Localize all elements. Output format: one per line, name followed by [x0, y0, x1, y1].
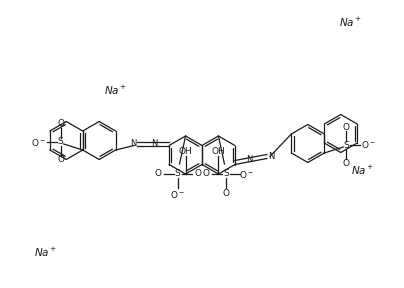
Text: O: O [343, 158, 350, 168]
Text: OH: OH [179, 147, 192, 156]
Text: O$^-$: O$^-$ [361, 139, 376, 151]
Text: Na$^+$: Na$^+$ [34, 245, 57, 259]
Text: N: N [152, 139, 158, 148]
Text: O: O [343, 122, 350, 132]
Text: Na$^+$: Na$^+$ [351, 164, 373, 177]
Text: N: N [246, 155, 252, 164]
Text: S: S [223, 170, 229, 179]
Text: Na$^+$: Na$^+$ [339, 16, 362, 29]
Text: N: N [130, 139, 136, 148]
Text: O: O [57, 156, 64, 164]
Text: O: O [203, 170, 210, 179]
Text: O: O [57, 120, 64, 128]
Text: O$^-$: O$^-$ [31, 137, 46, 147]
Text: O$^-$: O$^-$ [170, 189, 185, 200]
Text: S: S [343, 141, 349, 149]
Text: S: S [58, 137, 63, 147]
Text: O: O [154, 170, 161, 179]
Text: OH: OH [212, 147, 225, 156]
Text: O: O [223, 190, 230, 198]
Text: N: N [268, 152, 274, 161]
Text: O$^-$: O$^-$ [239, 168, 254, 179]
Text: S: S [175, 170, 181, 179]
Text: Na$^+$: Na$^+$ [103, 84, 126, 96]
Text: O: O [194, 170, 201, 179]
